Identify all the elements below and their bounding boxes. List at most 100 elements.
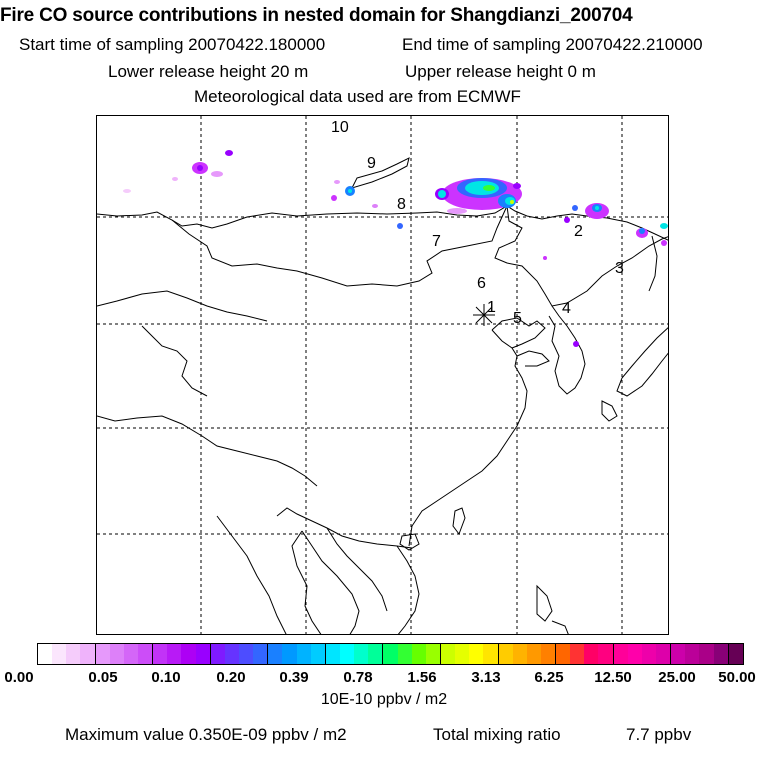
coast-japan xyxy=(616,327,668,397)
lower-release-height-label: Lower release height 20 m xyxy=(108,62,309,81)
plume-blob xyxy=(639,228,645,234)
colorbar xyxy=(37,643,744,665)
border-china-west xyxy=(97,415,318,487)
colorbar-cell xyxy=(584,644,599,664)
colorbar-cell xyxy=(137,644,153,664)
plume-blob xyxy=(438,190,446,198)
lat-lon-grid xyxy=(97,116,668,634)
plume-blob xyxy=(513,183,521,189)
coast-indochina xyxy=(301,530,360,634)
colorbar-cell xyxy=(612,644,628,664)
coast-vietnam xyxy=(396,545,420,634)
colorbar-cell xyxy=(526,644,541,664)
tick-label: 6.25 xyxy=(534,669,564,686)
coast-taiwan xyxy=(452,507,466,536)
plume-blob xyxy=(447,208,467,214)
colorbar-cell xyxy=(397,644,412,664)
tick-label: 1.56 xyxy=(407,669,437,686)
map-title: Fire CO source contributions in nested d… xyxy=(0,5,633,26)
colorbar-cell xyxy=(253,644,268,664)
colorbar-unit-label: 10E-10 ppbv / m2 xyxy=(320,691,448,708)
plume-blob xyxy=(331,195,337,201)
plume-blob xyxy=(197,165,203,171)
colorbar-cell xyxy=(94,644,110,664)
colorbar-cell xyxy=(282,644,297,664)
station-label-10: 10 xyxy=(331,119,349,136)
plume-blob xyxy=(372,204,378,208)
tick-label: 3.13 xyxy=(471,669,501,686)
plume-blob xyxy=(564,217,570,223)
plume-blob xyxy=(225,150,233,156)
station-label-9: 9 xyxy=(367,155,376,172)
border-thailand xyxy=(291,530,322,634)
tick-label: 0.78 xyxy=(343,669,373,686)
plume-blob xyxy=(211,171,223,177)
coast-china-east xyxy=(408,329,528,547)
tick-label: 0.00 xyxy=(4,669,34,686)
colorbar-cell xyxy=(540,644,556,664)
border-mongolia xyxy=(171,205,508,287)
tick-label: 0.05 xyxy=(88,669,118,686)
plume-blob xyxy=(483,185,495,191)
plume-blob xyxy=(334,180,340,184)
colorbar-cell xyxy=(483,644,498,664)
tick-label: 50.00 xyxy=(718,669,756,686)
coastlines-borders xyxy=(97,157,668,634)
colorbar-cell xyxy=(670,644,686,664)
colorbar-cell xyxy=(152,644,168,664)
plume-blob xyxy=(397,223,403,229)
station-label-2: 2 xyxy=(574,223,583,240)
border-russia-south xyxy=(97,205,668,241)
colorbar-cell xyxy=(699,644,714,664)
colorbar-cell xyxy=(512,644,527,664)
tick-label: 0.20 xyxy=(216,669,246,686)
colorbar-cell xyxy=(66,644,81,664)
plume-blob xyxy=(573,341,579,347)
colorbar-cell xyxy=(382,644,398,664)
station-label-1: 1 xyxy=(487,299,496,316)
plume-blob xyxy=(572,205,578,211)
colorbar-cell xyxy=(354,644,369,664)
colorbar-cell xyxy=(52,644,67,664)
plume-blob xyxy=(543,256,547,260)
colorbar-cell xyxy=(339,644,355,664)
colorbar-cell xyxy=(324,644,340,664)
colorbar-cell xyxy=(195,644,210,664)
coast-hainan xyxy=(399,533,420,551)
maximum-value-label: Maximum value 0.350E-09 ppbv / m2 xyxy=(65,725,347,744)
end-time-label: End time of sampling 20070422.210000 xyxy=(402,35,703,54)
colorbar-cell xyxy=(713,644,728,664)
colorbar-cell xyxy=(296,644,311,664)
plume-blob xyxy=(510,200,514,204)
coast-myanmar xyxy=(216,515,287,634)
colorbar-cell xyxy=(469,644,484,664)
colorbar-cell xyxy=(497,644,513,664)
meteorological-data-label: Meteorological data used are from ECMWF xyxy=(194,87,521,106)
start-time-label: Start time of sampling 20070422.180000 xyxy=(19,35,326,54)
plume-blob xyxy=(595,206,599,210)
colorbar-cell xyxy=(641,644,657,664)
colorbar-cell xyxy=(209,644,225,664)
station-marker-star xyxy=(473,304,495,326)
coast-philippines-2 xyxy=(551,620,569,634)
colorbar-cell xyxy=(685,644,700,664)
plume-blob xyxy=(465,181,499,195)
map-canvas: 1 2 3 4 5 6 7 8 9 10 xyxy=(97,116,668,634)
colorbar-cell xyxy=(123,644,138,664)
station-label-8: 8 xyxy=(397,196,406,213)
colorbar-cell xyxy=(368,644,383,664)
total-mixing-ratio-label: Total mixing ratio xyxy=(433,725,561,744)
colorbar-cell xyxy=(570,644,585,664)
coast-shandong xyxy=(516,350,550,367)
station-label-6: 6 xyxy=(477,275,486,292)
colorbar-cell xyxy=(181,644,196,664)
coast-bohai xyxy=(491,317,546,349)
border-laos xyxy=(326,527,388,612)
colorbar-cell xyxy=(267,644,283,664)
border-inner-2 xyxy=(141,325,208,397)
plume-blob xyxy=(172,177,178,181)
plume-blob xyxy=(660,223,668,229)
plume-blob xyxy=(123,189,131,193)
colorbar-cell xyxy=(167,644,182,664)
colorbar-cell xyxy=(627,644,642,664)
